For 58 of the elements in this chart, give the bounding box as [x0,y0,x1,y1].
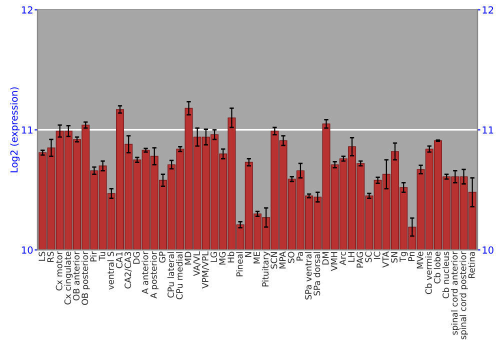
x-tick-label: CPu lateral [167,252,174,298]
x-tick-label: Cx cingulate [64,252,73,305]
x-tick-label: PAG [356,252,364,268]
x-tick-label: VMH [330,252,338,272]
x-tick-label: SC [365,252,372,262]
x-tick-label: LS [38,252,46,261]
x-tick-label: CA2/CA3 [124,252,132,288]
y2-tick-label: 12 [482,6,494,14]
y2-tick-label: 11 [482,126,494,134]
x-tick-label: VTA [382,251,389,268]
x-tick-label: Pn [408,252,415,261]
x-tick-label: VPM/VPL [202,251,210,289]
x-tick-label: spinal cord posterior [460,251,468,340]
y-tick-label: 12 [22,6,32,14]
x-tick-label: LH [348,252,354,262]
x-tick-label: Cb nucleus [442,252,450,298]
x-tick-label: CPu medial [176,252,183,300]
x-tick-label: MVe [416,252,424,268]
x-tick-label: SN [390,252,398,263]
y-tick-label: 11 [22,126,32,134]
x-tick-label: spinal cord anterior [450,251,460,335]
x-tick-label: DM [322,252,329,265]
x-tick-label: OB posterior [81,251,90,305]
x-tick-label: Cx motor [56,251,62,290]
x-tick-label: N [245,252,252,257]
x-tick-label: A posterior [150,251,159,298]
x-tick-label: Arc [340,252,346,266]
x-tick-label: Pituitary [262,252,270,286]
x-tick-label: IC [374,252,380,259]
x-tick-label: A anterior [142,251,148,294]
x-tick-label: Pineal [236,252,243,276]
x-tick-label: SPa dorsal [313,252,320,296]
x-tick-label: CA1 [116,252,122,268]
x-tick-label: Cb lobe [434,252,440,284]
y-axis-title: Log2 (expression) [10,87,20,172]
x-tick-label: LG [210,252,218,262]
x-tick-label: MG [219,252,226,265]
x-tick-label: Tg [400,252,408,262]
x-tick-label: VA/VL [193,251,201,276]
x-tick-label: Pir [90,251,97,262]
x-tick-label: Tu [98,252,106,261]
x-tick-label: SO [288,252,294,263]
x-tick-label: SPa ventral [304,252,312,300]
x-tick-label: Retina [468,252,475,278]
x-tick-label: ventral S [107,252,114,290]
x-tick-label: Cb vermis [425,252,432,294]
x-tick-label: DG [133,252,140,264]
x-tick-label: SCN [270,252,278,269]
x-tick-label: Pa [296,252,303,261]
x-tick-label: Hb [228,252,234,262]
y-tick-label: 10 [22,246,33,254]
x-tick-label: ME [254,252,260,264]
y2-tick-label: 10 [482,246,494,254]
x-tick-label: OB anterior [72,251,80,300]
x-tick-label: MPA [279,251,286,268]
x-tick-label: RS [47,252,54,262]
x-tick-label: MD [184,252,192,265]
x-tick-label: GP [158,252,166,263]
